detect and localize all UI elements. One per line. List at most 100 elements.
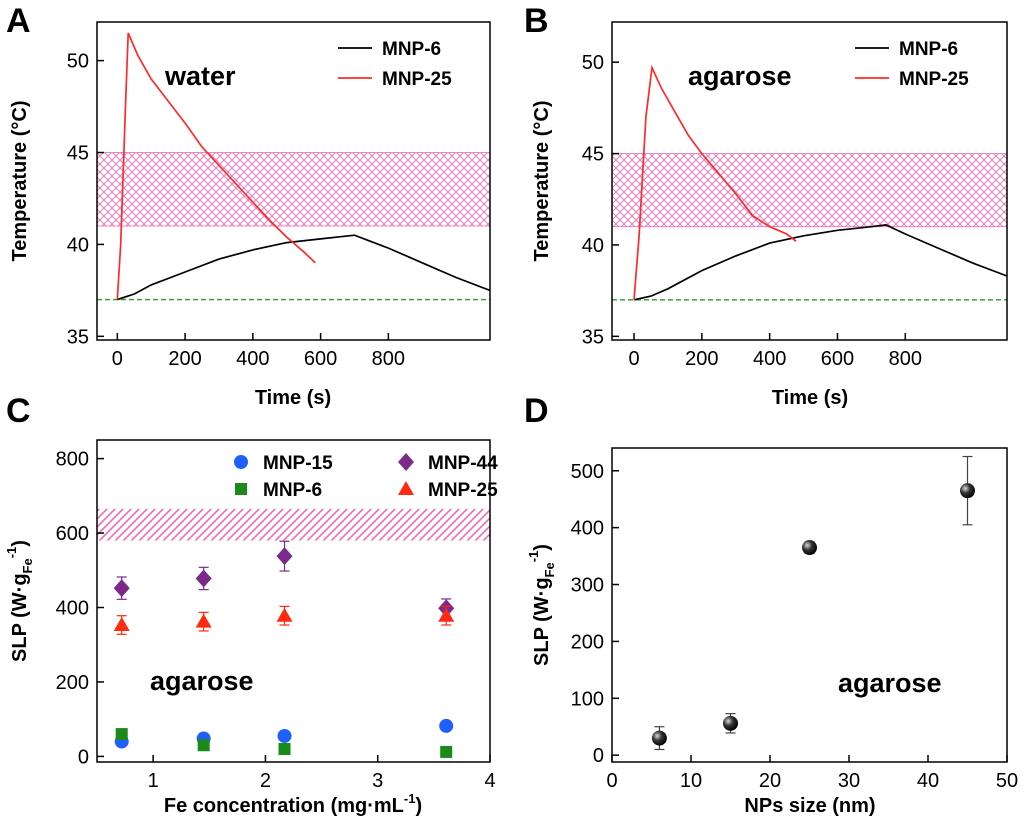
data-point	[440, 745, 453, 758]
y-tick-label: 400	[571, 518, 604, 540]
legend-label: MNP-6	[899, 39, 958, 60]
y-tick-label: 400	[56, 598, 89, 620]
annotation: agarose	[838, 668, 942, 698]
data-point	[651, 730, 667, 746]
target-band	[97, 508, 490, 541]
panel-letter: D	[524, 392, 549, 430]
plot-frame	[96, 439, 491, 763]
label-close: )	[531, 544, 553, 551]
y-axis-title: Temperature (°C)	[531, 101, 553, 262]
y-tick-label: 35	[67, 326, 89, 348]
x-tick-label: 1	[148, 770, 159, 792]
data-point	[115, 728, 128, 741]
legend-label: MNP-25	[428, 480, 498, 501]
y-axis-title: SLP (W·gFe-1)	[4, 540, 35, 662]
y-tick-label: 35	[582, 326, 604, 348]
panel-letter: A	[6, 2, 31, 40]
legend-label: MNP-6	[382, 39, 441, 60]
y-tick-label: 100	[571, 688, 604, 710]
data-point	[723, 715, 738, 731]
data-point	[195, 613, 212, 628]
label-sup: -1	[4, 547, 19, 559]
legend-swatch	[235, 483, 247, 495]
data-point	[276, 547, 293, 566]
data-line	[633, 64, 797, 300]
y-tick-label: 50	[582, 52, 604, 74]
x-tick-label: 0	[112, 348, 123, 370]
y-axis-title: Temperature (°C)	[9, 101, 31, 262]
y-tick-label: 300	[571, 575, 604, 597]
label-sup: -1	[404, 791, 416, 806]
x-tick-label: 200	[685, 348, 718, 370]
x-tick-label: 3	[372, 770, 383, 792]
x-tick-label: 2	[260, 770, 271, 792]
x-tick-label: 800	[372, 348, 405, 370]
legend-label: MNP-44	[428, 453, 498, 474]
y-tick-label: 200	[56, 672, 89, 694]
x-tick-label: 0	[628, 348, 639, 370]
label-sub: Fe	[542, 562, 557, 577]
data-point	[276, 607, 293, 622]
y-tick-label: 50	[67, 51, 89, 73]
x-tick-label: 200	[168, 348, 201, 370]
legend-swatch	[398, 481, 414, 495]
y-tick-label: 500	[571, 461, 604, 483]
x-tick-label: 400	[753, 348, 786, 370]
x-tick-label: 30	[838, 770, 860, 792]
x-axis-title: Time (s)	[772, 387, 848, 409]
plot-frame	[611, 21, 1008, 341]
x-tick-label: 0	[606, 770, 617, 792]
label-sup: -1	[526, 551, 541, 563]
y-tick-label: 0	[78, 746, 89, 768]
data-point	[960, 483, 975, 499]
x-tick-label: 800	[889, 348, 922, 370]
data-line	[633, 224, 1008, 301]
target-band	[96, 152, 491, 227]
annotation: water	[164, 61, 236, 91]
label-text: Fe concentration (mg·mL	[164, 795, 404, 817]
legend-swatch	[398, 453, 414, 471]
label-text: SLP (W·g	[531, 577, 553, 666]
data-line	[116, 32, 316, 300]
legend-label: MNP-25	[899, 69, 969, 90]
data-point	[278, 742, 291, 755]
plot-frame	[611, 447, 1008, 763]
label-sub: Fe	[20, 558, 35, 573]
x-tick-label: 40	[917, 770, 939, 792]
x-tick-label: 600	[821, 348, 854, 370]
data-line	[117, 234, 491, 301]
data-point	[113, 617, 130, 632]
target-band	[611, 153, 1008, 228]
y-tick-label: 40	[582, 235, 604, 257]
x-tick-label: 4	[484, 770, 495, 792]
legend-label: MNP-25	[382, 69, 452, 90]
annotation: agarose	[688, 61, 792, 91]
panel-letter: C	[6, 392, 31, 430]
x-tick-label: 10	[680, 770, 702, 792]
label-close: )	[415, 795, 422, 817]
y-axis-title: SLP (W·gFe-1)	[526, 544, 557, 666]
y-tick-label: 45	[582, 144, 604, 166]
y-tick-label: 800	[56, 449, 89, 471]
plot-frame	[96, 21, 491, 341]
x-axis-title: NPs size (nm)	[744, 795, 875, 817]
x-tick-label: 20	[759, 770, 781, 792]
data-point	[439, 718, 454, 733]
legend-swatch	[234, 455, 248, 469]
data-point	[195, 569, 212, 588]
y-tick-label: 40	[67, 234, 89, 256]
data-point	[277, 728, 292, 743]
panel-letter: B	[524, 2, 549, 40]
label-text: SLP (W·g	[9, 573, 31, 662]
y-tick-label: 600	[56, 523, 89, 545]
x-tick-label: 400	[236, 348, 269, 370]
x-tick-label: 50	[996, 770, 1018, 792]
y-tick-label: 45	[67, 143, 89, 165]
data-point	[438, 607, 455, 622]
x-axis-title: Time (s)	[255, 387, 331, 409]
data-point	[802, 540, 817, 556]
data-point	[113, 579, 130, 598]
annotation: agarose	[150, 666, 254, 696]
legend-label: MNP-15	[263, 453, 333, 474]
